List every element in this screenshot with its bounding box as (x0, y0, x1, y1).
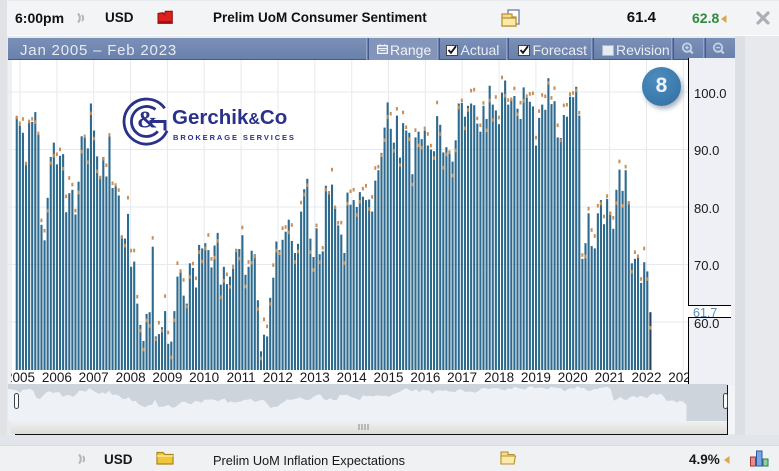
svg-text:&: & (137, 107, 157, 134)
